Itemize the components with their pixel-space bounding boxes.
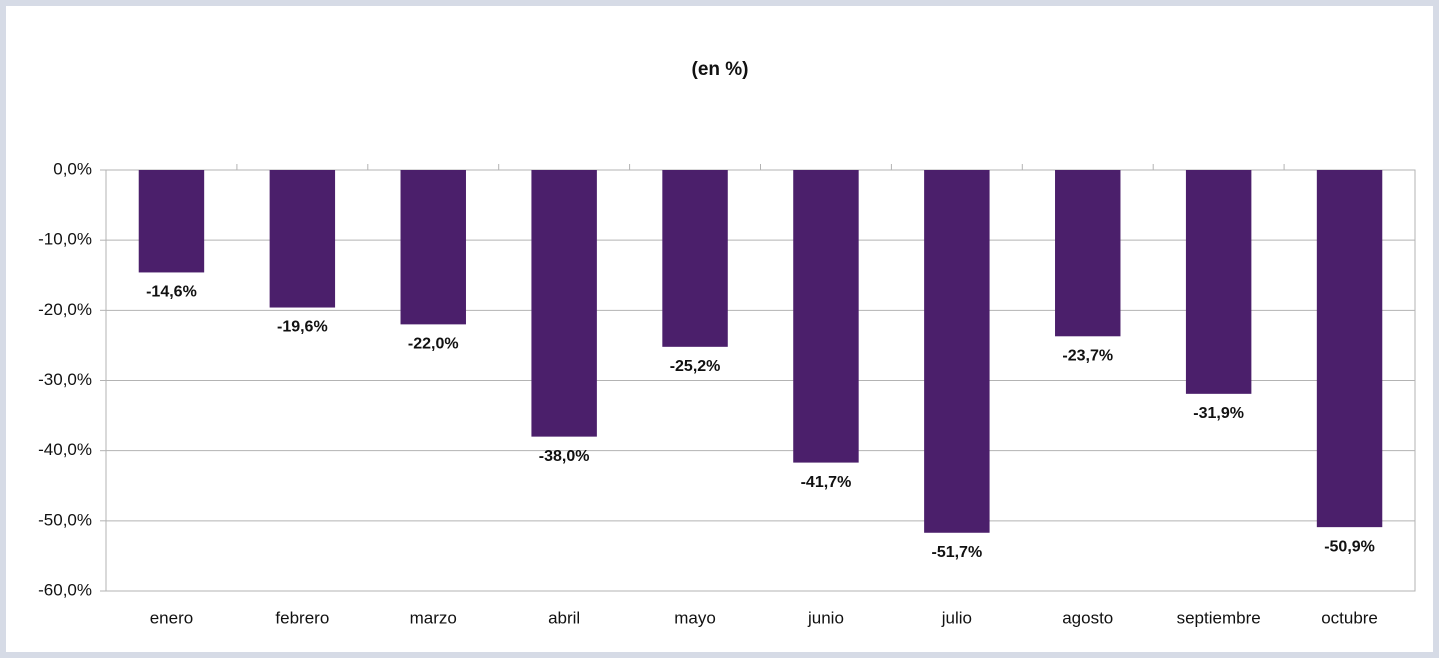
bar: [924, 170, 990, 533]
value-label: -23,7%: [1062, 348, 1113, 365]
x-tick-label: julio: [941, 608, 972, 627]
x-tick-label: abril: [548, 608, 580, 627]
x-tick-label: septiembre: [1177, 608, 1261, 627]
bar: [1316, 170, 1383, 528]
bar: [138, 170, 205, 273]
x-tick-label: octubre: [1321, 608, 1378, 627]
value-label: -38,0%: [539, 448, 590, 465]
bar: [1055, 170, 1121, 337]
x-tick-label: febrero: [275, 608, 329, 627]
bar: [531, 170, 597, 437]
x-tick-label: mayo: [674, 608, 716, 627]
y-tick-label: -10,0%: [38, 230, 92, 249]
value-label: -50,9%: [1324, 538, 1375, 555]
y-tick-label: 0,0%: [53, 159, 92, 178]
chart-title: (en %): [692, 59, 749, 80]
y-tick-label: -50,0%: [38, 510, 92, 529]
bar: [662, 170, 728, 347]
value-label: -41,7%: [801, 474, 852, 491]
value-label: -19,6%: [277, 319, 328, 336]
x-tick-label: enero: [150, 608, 193, 627]
bar: [793, 170, 859, 463]
x-tick-label: marzo: [410, 608, 457, 627]
value-label: -51,7%: [931, 544, 982, 561]
y-tick-label: -60,0%: [38, 580, 92, 599]
y-tick-label: -40,0%: [38, 440, 92, 459]
y-tick-label: -20,0%: [38, 300, 92, 319]
x-tick-label: agosto: [1062, 608, 1113, 627]
value-label: -25,2%: [670, 358, 721, 375]
bar: [269, 170, 336, 308]
value-label: -31,9%: [1193, 405, 1244, 422]
y-tick-label: -30,0%: [38, 370, 92, 389]
value-label: -22,0%: [408, 336, 459, 353]
x-tick-label: junio: [807, 608, 844, 627]
bar: [1185, 170, 1252, 394]
bar: [400, 170, 466, 325]
value-label: -14,6%: [146, 284, 197, 301]
